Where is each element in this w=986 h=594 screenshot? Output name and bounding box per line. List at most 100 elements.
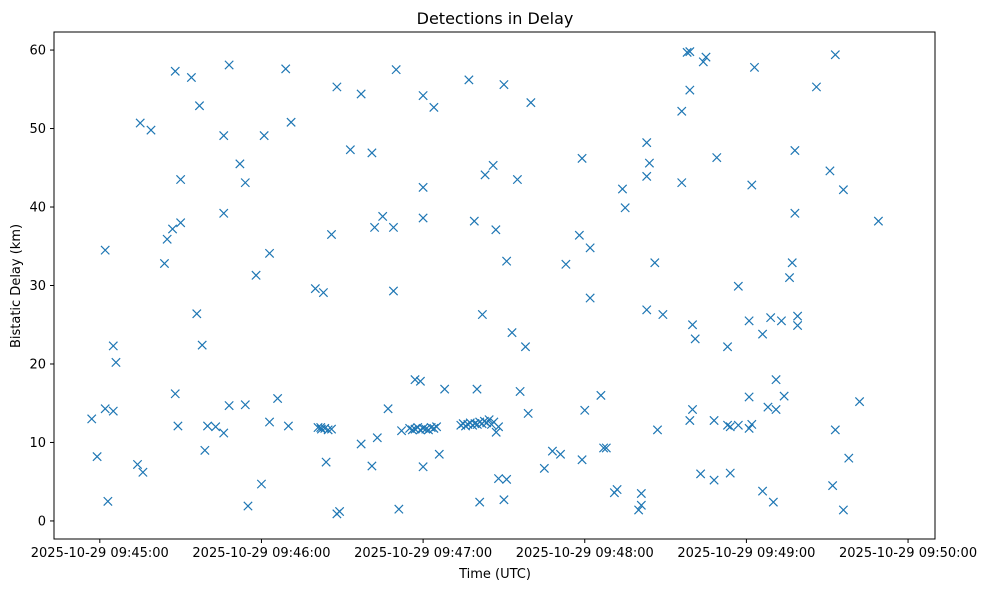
data-point xyxy=(757,486,768,496)
data-point xyxy=(701,52,711,62)
data-point xyxy=(429,423,439,433)
data-point xyxy=(763,402,773,412)
data-point xyxy=(790,145,800,156)
data-point xyxy=(677,106,687,116)
data-point xyxy=(617,184,628,194)
data-point xyxy=(650,258,660,268)
y-tick-label: 50 xyxy=(29,122,46,137)
data-point xyxy=(332,82,342,92)
data-point xyxy=(367,148,377,158)
data-point xyxy=(499,79,509,90)
data-point xyxy=(574,230,584,240)
data-point xyxy=(176,174,186,185)
data-point xyxy=(132,459,143,470)
data-point xyxy=(830,50,840,60)
data-point xyxy=(259,130,269,141)
data-point xyxy=(685,415,695,426)
x-tick-label: 2025-10-29 09:46:00 xyxy=(192,546,330,561)
data-point xyxy=(415,376,426,386)
data-point xyxy=(440,384,450,394)
y-tick-label: 30 xyxy=(29,279,46,294)
data-point xyxy=(827,481,838,491)
data-point xyxy=(873,216,884,226)
data-point xyxy=(744,423,754,433)
data-point xyxy=(197,340,207,350)
data-point xyxy=(418,423,428,433)
data-point xyxy=(642,305,652,315)
data-point xyxy=(787,258,797,268)
data-point xyxy=(507,327,517,338)
data-point xyxy=(685,85,695,95)
data-point xyxy=(644,158,655,168)
data-point xyxy=(240,400,250,410)
data-point xyxy=(186,72,197,83)
data-point xyxy=(561,259,571,269)
data-point xyxy=(512,174,523,185)
data-point xyxy=(634,505,644,515)
x-tick-label: 2025-10-29 09:45:00 xyxy=(31,546,169,561)
y-tick-label: 0 xyxy=(38,514,46,529)
data-point xyxy=(431,422,442,432)
data-point xyxy=(776,316,787,326)
data-point xyxy=(733,281,743,291)
data-point xyxy=(243,501,253,511)
data-point xyxy=(240,178,250,188)
data-point xyxy=(677,178,687,188)
data-point xyxy=(396,426,407,436)
data-point xyxy=(585,243,595,253)
data-point xyxy=(202,421,213,431)
data-point xyxy=(488,160,498,171)
data-point xyxy=(173,421,183,431)
data-point xyxy=(695,469,706,479)
data-point xyxy=(410,375,420,385)
data-point xyxy=(108,406,118,416)
data-point xyxy=(585,293,595,303)
x-tick-label: 2025-10-29 09:48:00 xyxy=(516,546,654,561)
data-point xyxy=(491,427,501,437)
data-point xyxy=(768,497,778,507)
data-point xyxy=(418,90,428,101)
data-point xyxy=(725,468,735,478)
data-point xyxy=(369,222,380,233)
data-point xyxy=(235,159,245,169)
data-point xyxy=(194,101,205,111)
data-point xyxy=(318,287,329,298)
data-point xyxy=(418,213,428,223)
data-point xyxy=(642,138,652,148)
data-point xyxy=(596,390,606,401)
x-axis-ticks: 2025-10-29 09:45:00 2025-10-29 09:46:00 20… xyxy=(31,539,977,561)
data-point xyxy=(811,82,822,92)
data-point xyxy=(283,421,294,431)
data-point xyxy=(103,496,113,506)
data-point xyxy=(854,397,865,407)
data-point xyxy=(744,392,754,402)
data-point xyxy=(844,453,854,463)
data-point xyxy=(326,229,337,240)
data-point xyxy=(429,102,439,112)
data-point xyxy=(733,420,743,430)
data-point xyxy=(224,60,234,70)
data-point xyxy=(391,65,401,75)
data-point xyxy=(219,428,229,438)
data-point xyxy=(100,404,110,414)
data-point xyxy=(501,256,512,266)
data-point xyxy=(501,474,512,484)
data-point xyxy=(493,473,504,484)
data-point xyxy=(709,415,719,426)
data-point xyxy=(493,422,504,432)
data-point xyxy=(687,320,698,330)
data-point xyxy=(100,245,110,255)
data-point xyxy=(749,62,760,72)
x-axis-label: Time (UTC) xyxy=(458,567,531,582)
data-point xyxy=(652,425,663,435)
data-point xyxy=(601,443,611,453)
x-tick-label: 2025-10-29 09:47:00 xyxy=(354,546,492,561)
data-point xyxy=(388,222,399,233)
data-point xyxy=(722,420,733,430)
data-point xyxy=(790,208,800,218)
data-point xyxy=(421,424,431,434)
data-point xyxy=(577,153,587,163)
data-point xyxy=(685,46,695,57)
data-point xyxy=(167,224,178,234)
